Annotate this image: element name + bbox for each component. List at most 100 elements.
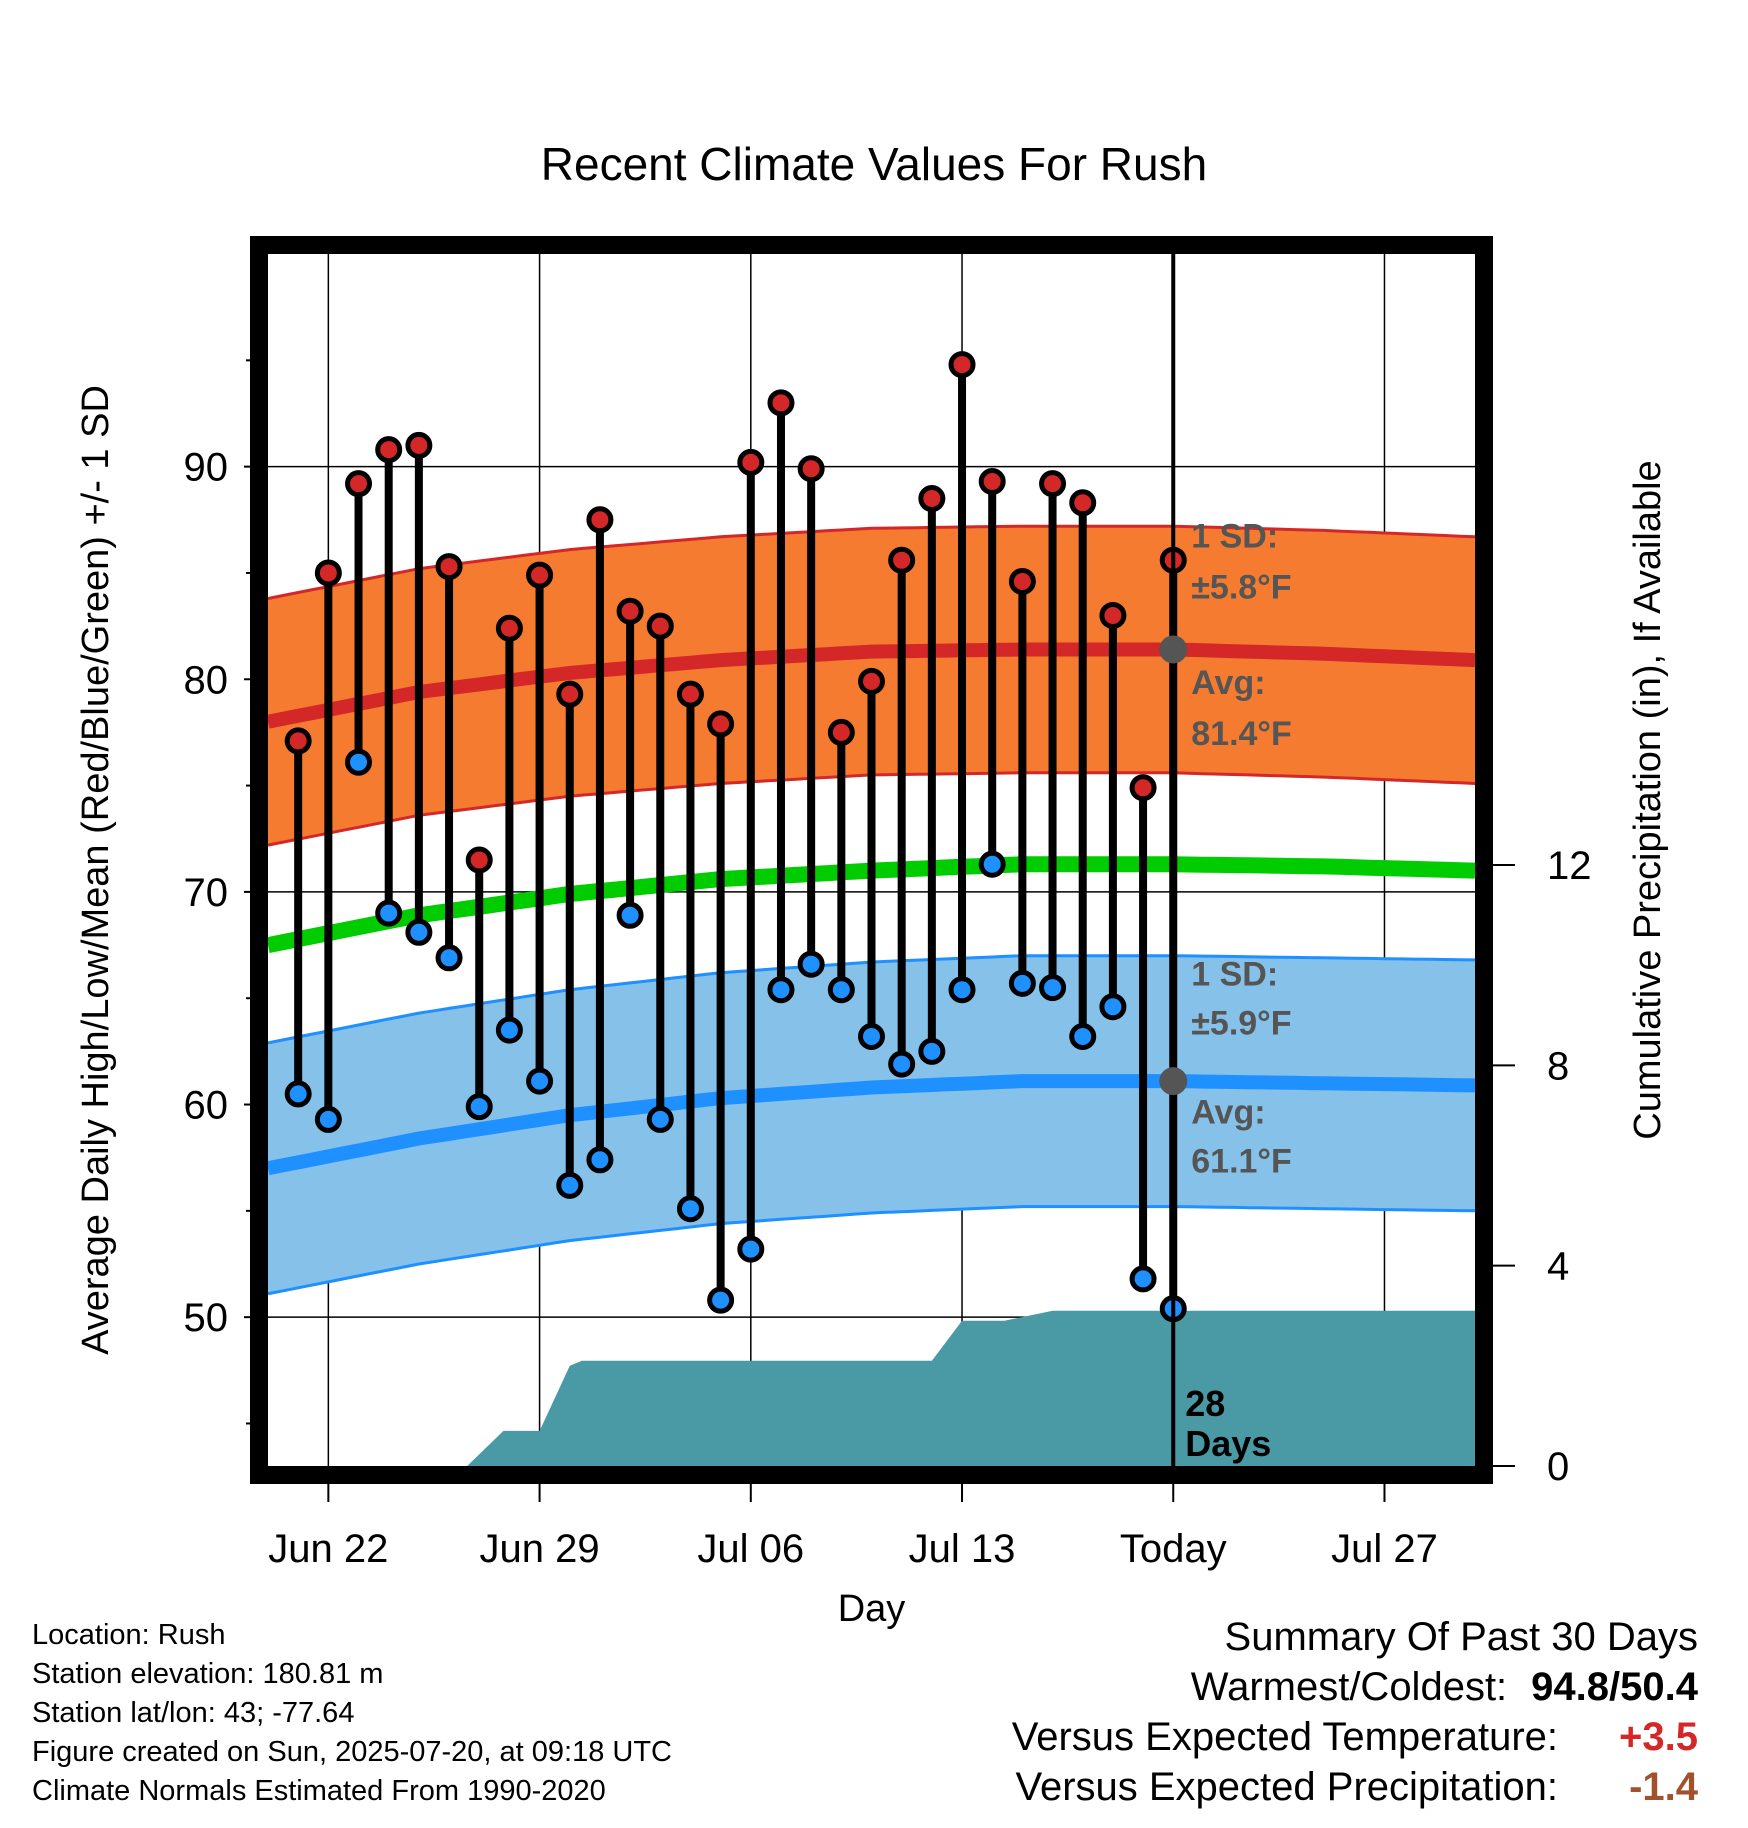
- daily-high-point: [314, 559, 342, 587]
- daily-low-point: [586, 1146, 614, 1174]
- y-tick-label: 70: [184, 871, 229, 915]
- daily-low-point: [495, 1016, 523, 1044]
- daily-high-point: [556, 680, 584, 708]
- daily-low-point: [1069, 1022, 1097, 1050]
- daily-high-point: [827, 718, 855, 746]
- plot-frame: [250, 236, 1493, 1484]
- daily-low-point: [888, 1050, 916, 1078]
- daily-high-point: [616, 597, 644, 625]
- y-tick-label: 80: [184, 658, 229, 702]
- y-tick-label: 50: [184, 1296, 229, 1340]
- daily-high-point: [797, 455, 825, 483]
- daily-high-point: [676, 680, 704, 708]
- daily-low-point: [375, 899, 403, 927]
- high-sd-value: ±5.8°F: [1191, 568, 1291, 606]
- high-avg-value: 81.4°F: [1191, 715, 1292, 753]
- low-avg-marker: [1159, 1067, 1188, 1096]
- high-avg-line: [268, 642, 1475, 729]
- daily-high-point: [918, 485, 946, 513]
- daily-low-point: [797, 950, 825, 978]
- daily-low-point: [1039, 974, 1067, 1002]
- summary-precip-row: Versus Expected Precipitation: -1.4: [1012, 1762, 1698, 1812]
- x-tick-label: Today: [1120, 1527, 1227, 1571]
- location-text: Location: Rush: [32, 1619, 226, 1651]
- daily-low-point: [1129, 1265, 1157, 1293]
- daily-low-point: [978, 850, 1006, 878]
- y-axis-label: Average Daily High/Low/Mean (Red/Blue/Gr…: [75, 385, 117, 1355]
- daily-high-point: [435, 553, 463, 581]
- daily-high-point: [737, 448, 765, 476]
- daily-high-point: [1129, 774, 1157, 802]
- daily-high-point: [978, 468, 1006, 496]
- plot-area: 1 SD: ±5.8°F Avg: 81.4°F 1 SD: ±5.9°F Avg: 61.1…: [75, 236, 1669, 1630]
- high-avg-marker: [1159, 635, 1188, 664]
- x-axis-label: Day: [838, 1588, 906, 1630]
- x-tick-label: Jun 22: [268, 1527, 388, 1571]
- daily-high-point: [1008, 567, 1036, 595]
- daily-high-point: [465, 846, 493, 874]
- y2-axis-label: Cumulative Precipitation (in), If Availa…: [1627, 460, 1669, 1139]
- y2-tick-label: 0: [1547, 1445, 1569, 1489]
- summary-temp-row: Versus Expected Temperature: +3.5: [1012, 1712, 1698, 1762]
- daily-low-point: [435, 944, 463, 972]
- daily-low-point: [314, 1105, 342, 1133]
- high-avg-label: Avg:: [1191, 664, 1265, 702]
- precip-area: [268, 1310, 1475, 1466]
- x-tick-label: Jul 06: [697, 1527, 804, 1571]
- daily-low-point: [737, 1235, 765, 1263]
- low-sd-lower-edge: [268, 1205, 1475, 1296]
- daily-high-point: [888, 546, 916, 574]
- daily-low-point: [676, 1195, 704, 1223]
- chart-title: Recent Climate Values For Rush: [541, 138, 1207, 190]
- daily-low-point: [405, 918, 433, 946]
- daily-high-point: [405, 431, 433, 459]
- precip-diff-value: -1.4: [1629, 1765, 1698, 1809]
- daily-low-point: [556, 1171, 584, 1199]
- warmest-value: 94.8/50.4: [1531, 1665, 1698, 1709]
- daily-low-point: [465, 1093, 493, 1121]
- daily-low-point: [858, 1022, 885, 1050]
- y-tick-label: 90: [184, 446, 229, 490]
- daily-low-point: [1008, 969, 1036, 997]
- x-tick-label: Jul 27: [1331, 1527, 1438, 1571]
- daily-high-point: [586, 506, 614, 534]
- daily-high-point: [526, 561, 554, 589]
- plot-inner: [268, 254, 1475, 1466]
- summary-warmest-row: Warmest/Coldest: 94.8/50.4: [1012, 1662, 1698, 1712]
- days-label-line: Days: [1185, 1423, 1271, 1464]
- daily-high-point: [375, 436, 403, 464]
- daily-low-point: [284, 1080, 312, 1108]
- y-tick-label: 60: [184, 1084, 229, 1128]
- daily-high-point: [345, 470, 373, 498]
- daily-high-point: [707, 710, 735, 738]
- low-avg-value: 61.1°F: [1191, 1143, 1292, 1181]
- created-text: Figure created on Sun, 2025-07-20, at 09…: [32, 1736, 672, 1768]
- high-sd-label: 1 SD:: [1191, 517, 1278, 555]
- daily-low-point: [646, 1105, 674, 1133]
- daily-low-point: [345, 748, 373, 776]
- high-sd-upper-edge: [268, 524, 1475, 600]
- elevation-text: Station elevation: 180.81 m: [32, 1658, 384, 1690]
- daily-high-point: [1039, 470, 1067, 498]
- x-tick-label: Jul 13: [909, 1527, 1016, 1571]
- warmest-label: Warmest/Coldest:: [1190, 1665, 1508, 1709]
- low-avg-line: [268, 1074, 1475, 1176]
- temp-diff-label: Versus Expected Temperature:: [1011, 1715, 1558, 1759]
- daily-low-point: [948, 976, 976, 1004]
- daily-low-point: [767, 976, 795, 1004]
- daily-high-point: [767, 389, 795, 417]
- daily-low-point: [526, 1067, 554, 1095]
- normals-text: Climate Normals Estimated From 1990-2020: [32, 1775, 606, 1807]
- y2-tick-label: 8: [1547, 1044, 1569, 1088]
- days-label-line: 28: [1185, 1383, 1225, 1424]
- y2-tick-label: 12: [1547, 844, 1592, 888]
- y2-tick-label: 4: [1547, 1245, 1569, 1289]
- daily-high-point: [1069, 489, 1097, 517]
- low-sd-label: 1 SD:: [1191, 955, 1278, 993]
- precip-diff-label: Versus Expected Precipitation:: [1015, 1765, 1558, 1809]
- daily-low-point: [918, 1037, 946, 1065]
- summary-title: Summary Of Past 30 Days: [1224, 1615, 1698, 1659]
- daily-high-point: [646, 612, 674, 640]
- low-sd-value: ±5.9°F: [1191, 1004, 1291, 1042]
